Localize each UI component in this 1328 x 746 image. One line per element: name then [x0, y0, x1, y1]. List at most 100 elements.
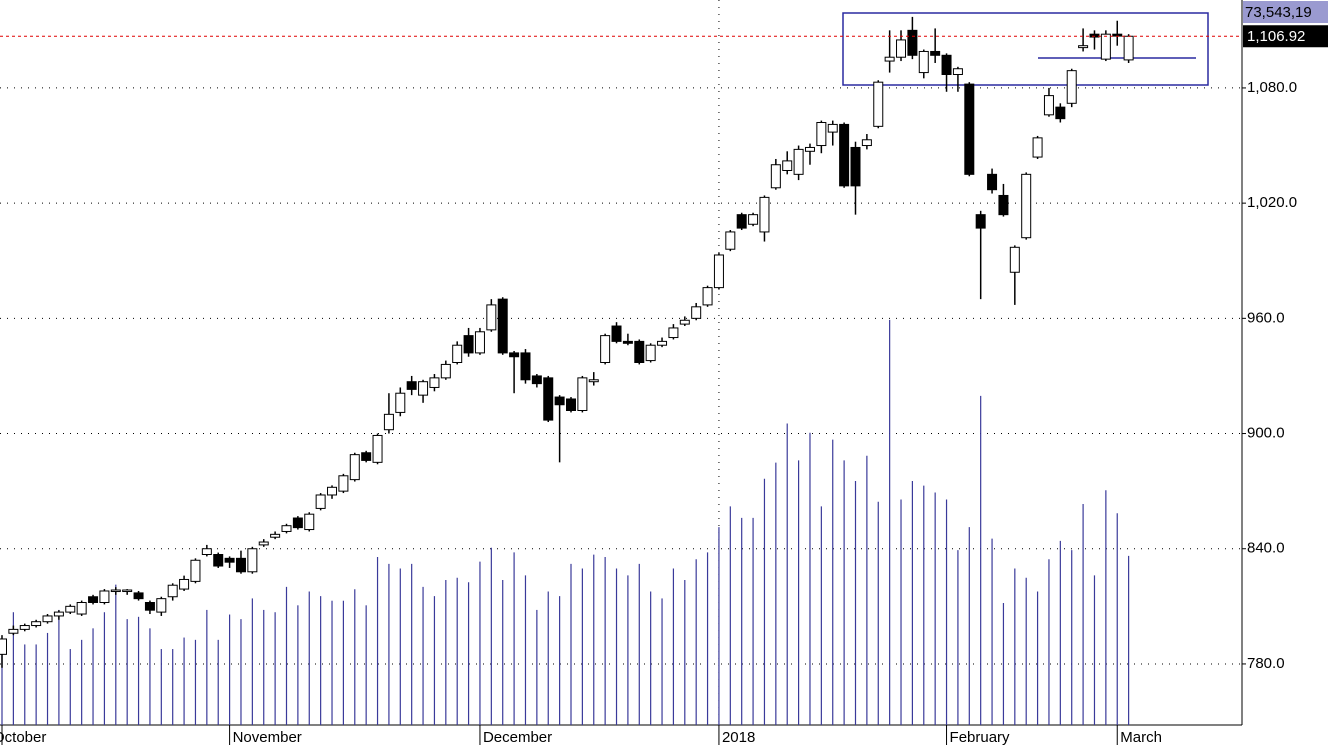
volume-label: 73,543,19	[1245, 4, 1312, 21]
candle-body	[668, 327, 679, 339]
candle-body	[611, 325, 622, 342]
candle-body	[1089, 33, 1100, 38]
last-price-label: 1,106.92	[1247, 28, 1305, 45]
candle-body	[281, 525, 292, 532]
candle-body	[235, 557, 246, 573]
candle-body	[691, 306, 702, 319]
candle-body	[144, 602, 155, 611]
candle-body	[896, 39, 907, 58]
candle-body	[452, 344, 463, 364]
candle-body	[0, 638, 7, 655]
candle-body	[42, 615, 53, 623]
y-tick-label: 1,020.0	[1247, 194, 1297, 211]
candle-body	[793, 148, 804, 175]
candle-body	[873, 81, 884, 127]
last-price-box	[1243, 25, 1328, 48]
candle-body	[600, 335, 611, 363]
x-tick-label: 2018	[722, 729, 755, 746]
y-tick-label: 840.0	[1247, 540, 1285, 557]
candle-body	[827, 123, 838, 133]
candle-body	[622, 340, 633, 344]
candle-body	[133, 592, 144, 600]
candle-body	[645, 344, 656, 362]
candle-body	[179, 578, 190, 590]
candle-body	[1032, 137, 1043, 158]
candle-body	[440, 363, 451, 379]
candle-body	[987, 173, 998, 191]
candle-body	[930, 50, 941, 56]
candle-body	[76, 602, 87, 615]
candle-body	[8, 628, 19, 634]
candle-body	[975, 214, 986, 229]
candle-body	[1100, 33, 1111, 60]
candle-body	[292, 517, 303, 529]
x-tick-label: March	[1120, 729, 1162, 746]
candle-body	[713, 254, 724, 289]
candle-body	[918, 50, 929, 74]
x-tick-label: December	[483, 729, 552, 746]
y-tick-label: 900.0	[1247, 425, 1285, 442]
candle-body	[725, 231, 736, 250]
candle-body	[884, 56, 895, 62]
candle-body	[65, 605, 76, 613]
candle-body	[509, 352, 520, 358]
candle-body	[327, 486, 338, 496]
candle-body	[201, 548, 212, 556]
x-tick-label: February	[950, 729, 1011, 746]
candle-body	[850, 146, 861, 187]
candle-body	[952, 68, 963, 75]
candle-body	[304, 513, 315, 531]
candle-body	[531, 375, 542, 385]
candle-body	[782, 160, 793, 171]
candle-body	[418, 381, 429, 396]
candle-body	[736, 214, 747, 229]
candle-body	[634, 340, 645, 363]
candle-body	[566, 398, 576, 412]
candle-body	[998, 194, 1009, 216]
candle-body	[759, 196, 770, 233]
candle-body	[31, 621, 42, 627]
candle-body	[1043, 95, 1054, 116]
candle-body	[463, 335, 474, 354]
y-tick-label: 780.0	[1247, 655, 1285, 672]
candle-body	[338, 475, 349, 492]
candle-body	[964, 83, 975, 175]
candle-body	[816, 121, 827, 147]
candle-body	[247, 548, 258, 573]
annotation-box	[842, 12, 1209, 86]
candle-body	[1078, 45, 1089, 49]
candle-body	[361, 452, 372, 461]
candle-body	[1021, 173, 1032, 239]
candle-body	[839, 123, 850, 187]
candle-body	[679, 319, 690, 325]
candle-body	[372, 434, 383, 463]
candle-body	[543, 377, 554, 421]
candle-body	[1055, 106, 1066, 120]
candle-body	[110, 589, 121, 593]
candle-body	[315, 494, 326, 509]
candle-body	[702, 287, 713, 306]
candle-body	[167, 584, 178, 598]
candle-body	[1009, 246, 1020, 273]
candle-body	[270, 533, 281, 538]
candle-body	[383, 413, 394, 431]
candle-body	[19, 625, 30, 630]
candle-body	[156, 598, 167, 613]
candle-body	[748, 214, 759, 225]
candle-body	[770, 164, 781, 189]
candle-body	[53, 611, 64, 617]
candle-body	[861, 139, 872, 147]
candle-body	[657, 340, 668, 346]
candle-body	[804, 146, 815, 152]
candle-body	[497, 298, 508, 354]
candle-body	[474, 331, 485, 354]
candle-body	[349, 454, 360, 481]
candle-body	[122, 589, 133, 593]
candle-body	[213, 554, 224, 567]
candle-body	[588, 379, 599, 383]
candle-body	[520, 352, 531, 381]
candle-body	[941, 54, 952, 75]
candle-body	[907, 29, 918, 56]
